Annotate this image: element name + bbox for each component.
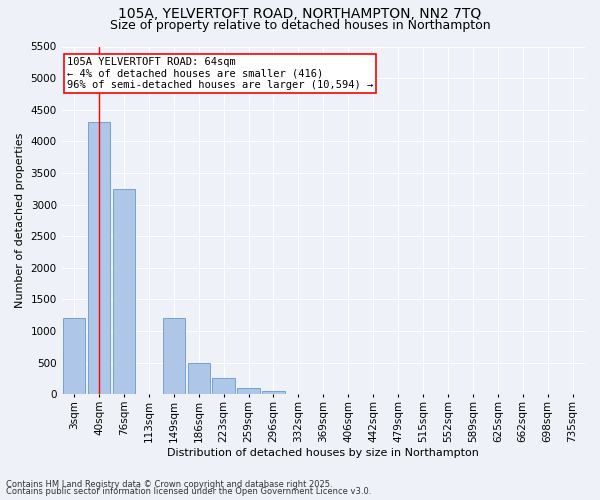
Text: Contains public sector information licensed under the Open Government Licence v3: Contains public sector information licen…: [6, 487, 371, 496]
Bar: [238, 388, 260, 394]
Text: Size of property relative to detached houses in Northampton: Size of property relative to detached ho…: [110, 18, 490, 32]
Bar: [212, 378, 235, 394]
X-axis label: Distribution of detached houses by size in Northampton: Distribution of detached houses by size …: [167, 448, 479, 458]
Bar: [63, 318, 85, 394]
Text: 105A, YELVERTOFT ROAD, NORTHAMPTON, NN2 7TQ: 105A, YELVERTOFT ROAD, NORTHAMPTON, NN2 …: [118, 8, 482, 22]
Bar: [113, 189, 135, 394]
Y-axis label: Number of detached properties: Number of detached properties: [15, 132, 25, 308]
Text: 105A YELVERTOFT ROAD: 64sqm
← 4% of detached houses are smaller (416)
96% of sem: 105A YELVERTOFT ROAD: 64sqm ← 4% of deta…: [67, 57, 373, 90]
Bar: [163, 318, 185, 394]
Bar: [188, 362, 210, 394]
Text: Contains HM Land Registry data © Crown copyright and database right 2025.: Contains HM Land Registry data © Crown c…: [6, 480, 332, 489]
Bar: [88, 122, 110, 394]
Bar: [262, 391, 285, 394]
